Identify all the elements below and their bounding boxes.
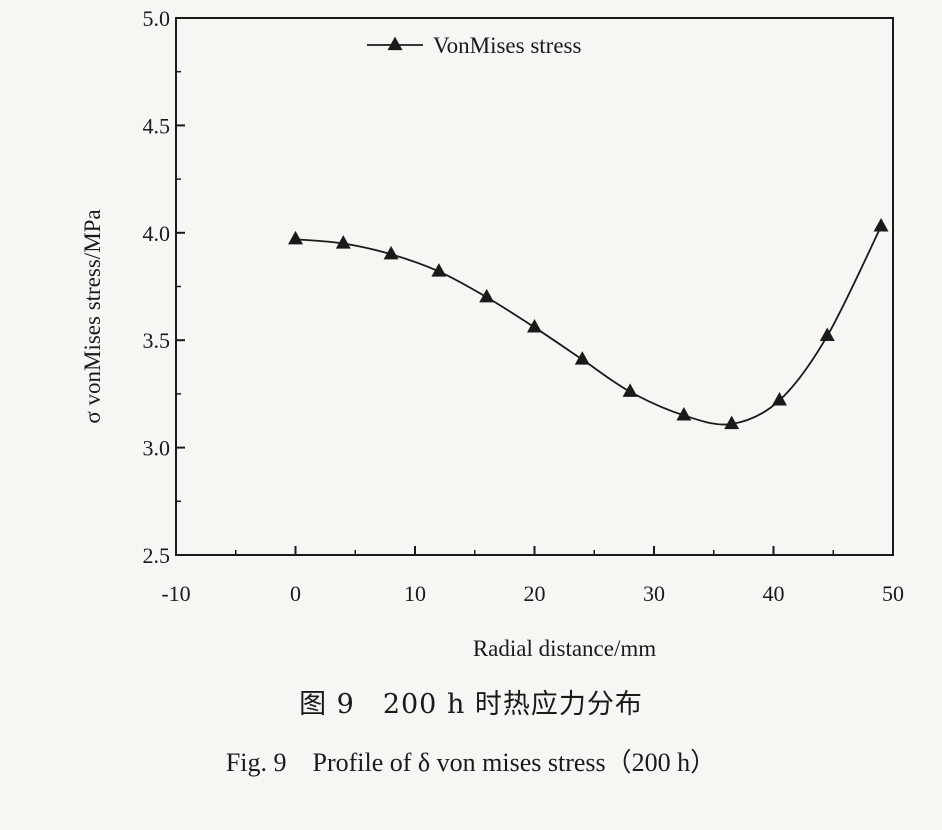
- y-tick-label: 3.0: [143, 436, 171, 461]
- data-point-marker: [622, 383, 638, 397]
- data-point-marker: [724, 415, 740, 430]
- x-axis-title: Radial distance/mm: [473, 636, 656, 661]
- plot-border: [175, 17, 894, 556]
- data-point-marker: [335, 235, 351, 249]
- data-point-marker: [574, 351, 590, 365]
- plot-frame: [175, 17, 894, 556]
- data-point-marker: [479, 288, 495, 303]
- data-point-marker: [771, 391, 787, 406]
- x-tick-label: 20: [524, 581, 546, 606]
- y-tick-label: 5.0: [143, 6, 171, 31]
- x-tick-label: 0: [290, 581, 301, 606]
- x-tick-label: -10: [161, 581, 190, 606]
- y-tick-label: 4.0: [143, 221, 171, 246]
- figure-caption-english: Fig. 9 Profile of δ von mises stress（200…: [225, 748, 717, 777]
- y-tick-label: 2.5: [143, 543, 171, 568]
- legend: VonMises stress: [367, 33, 582, 58]
- series-layer: [288, 217, 889, 430]
- y-axis-title: σ vonMises stress/MPa: [80, 209, 105, 423]
- data-point-marker: [819, 327, 835, 342]
- legend-label: VonMises stress: [433, 33, 582, 58]
- data-point-marker: [288, 230, 303, 245]
- data-point-marker: [873, 217, 889, 232]
- data-point-marker: [431, 263, 447, 277]
- data-point-marker: [676, 407, 692, 421]
- figure-caption-chinese: 图 9 200 h 时热应力分布: [299, 689, 643, 720]
- x-tick-label: 10: [404, 581, 426, 606]
- chart: -10 0 10 20 30 40 50 2.5 3.0 3.5 4.0 4.5 5.0 VonMis…: [80, 6, 904, 661]
- x-tick-label: 40: [763, 581, 785, 606]
- x-tick-label: 30: [643, 581, 665, 606]
- y-tick-label: 4.5: [143, 113, 171, 138]
- x-tick-label: 50: [882, 581, 904, 606]
- legend-marker: [387, 36, 403, 51]
- data-point-marker: [383, 245, 399, 260]
- y-axis-ticks: 2.5 3.0 3.5 4.0 4.5 5.0: [143, 6, 185, 568]
- y-tick-label: 3.5: [143, 328, 171, 353]
- data-point-marker: [527, 318, 542, 333]
- x-axis-ticks: -10 0 10 20 30 40 50: [161, 546, 904, 606]
- series-line: [295, 225, 882, 426]
